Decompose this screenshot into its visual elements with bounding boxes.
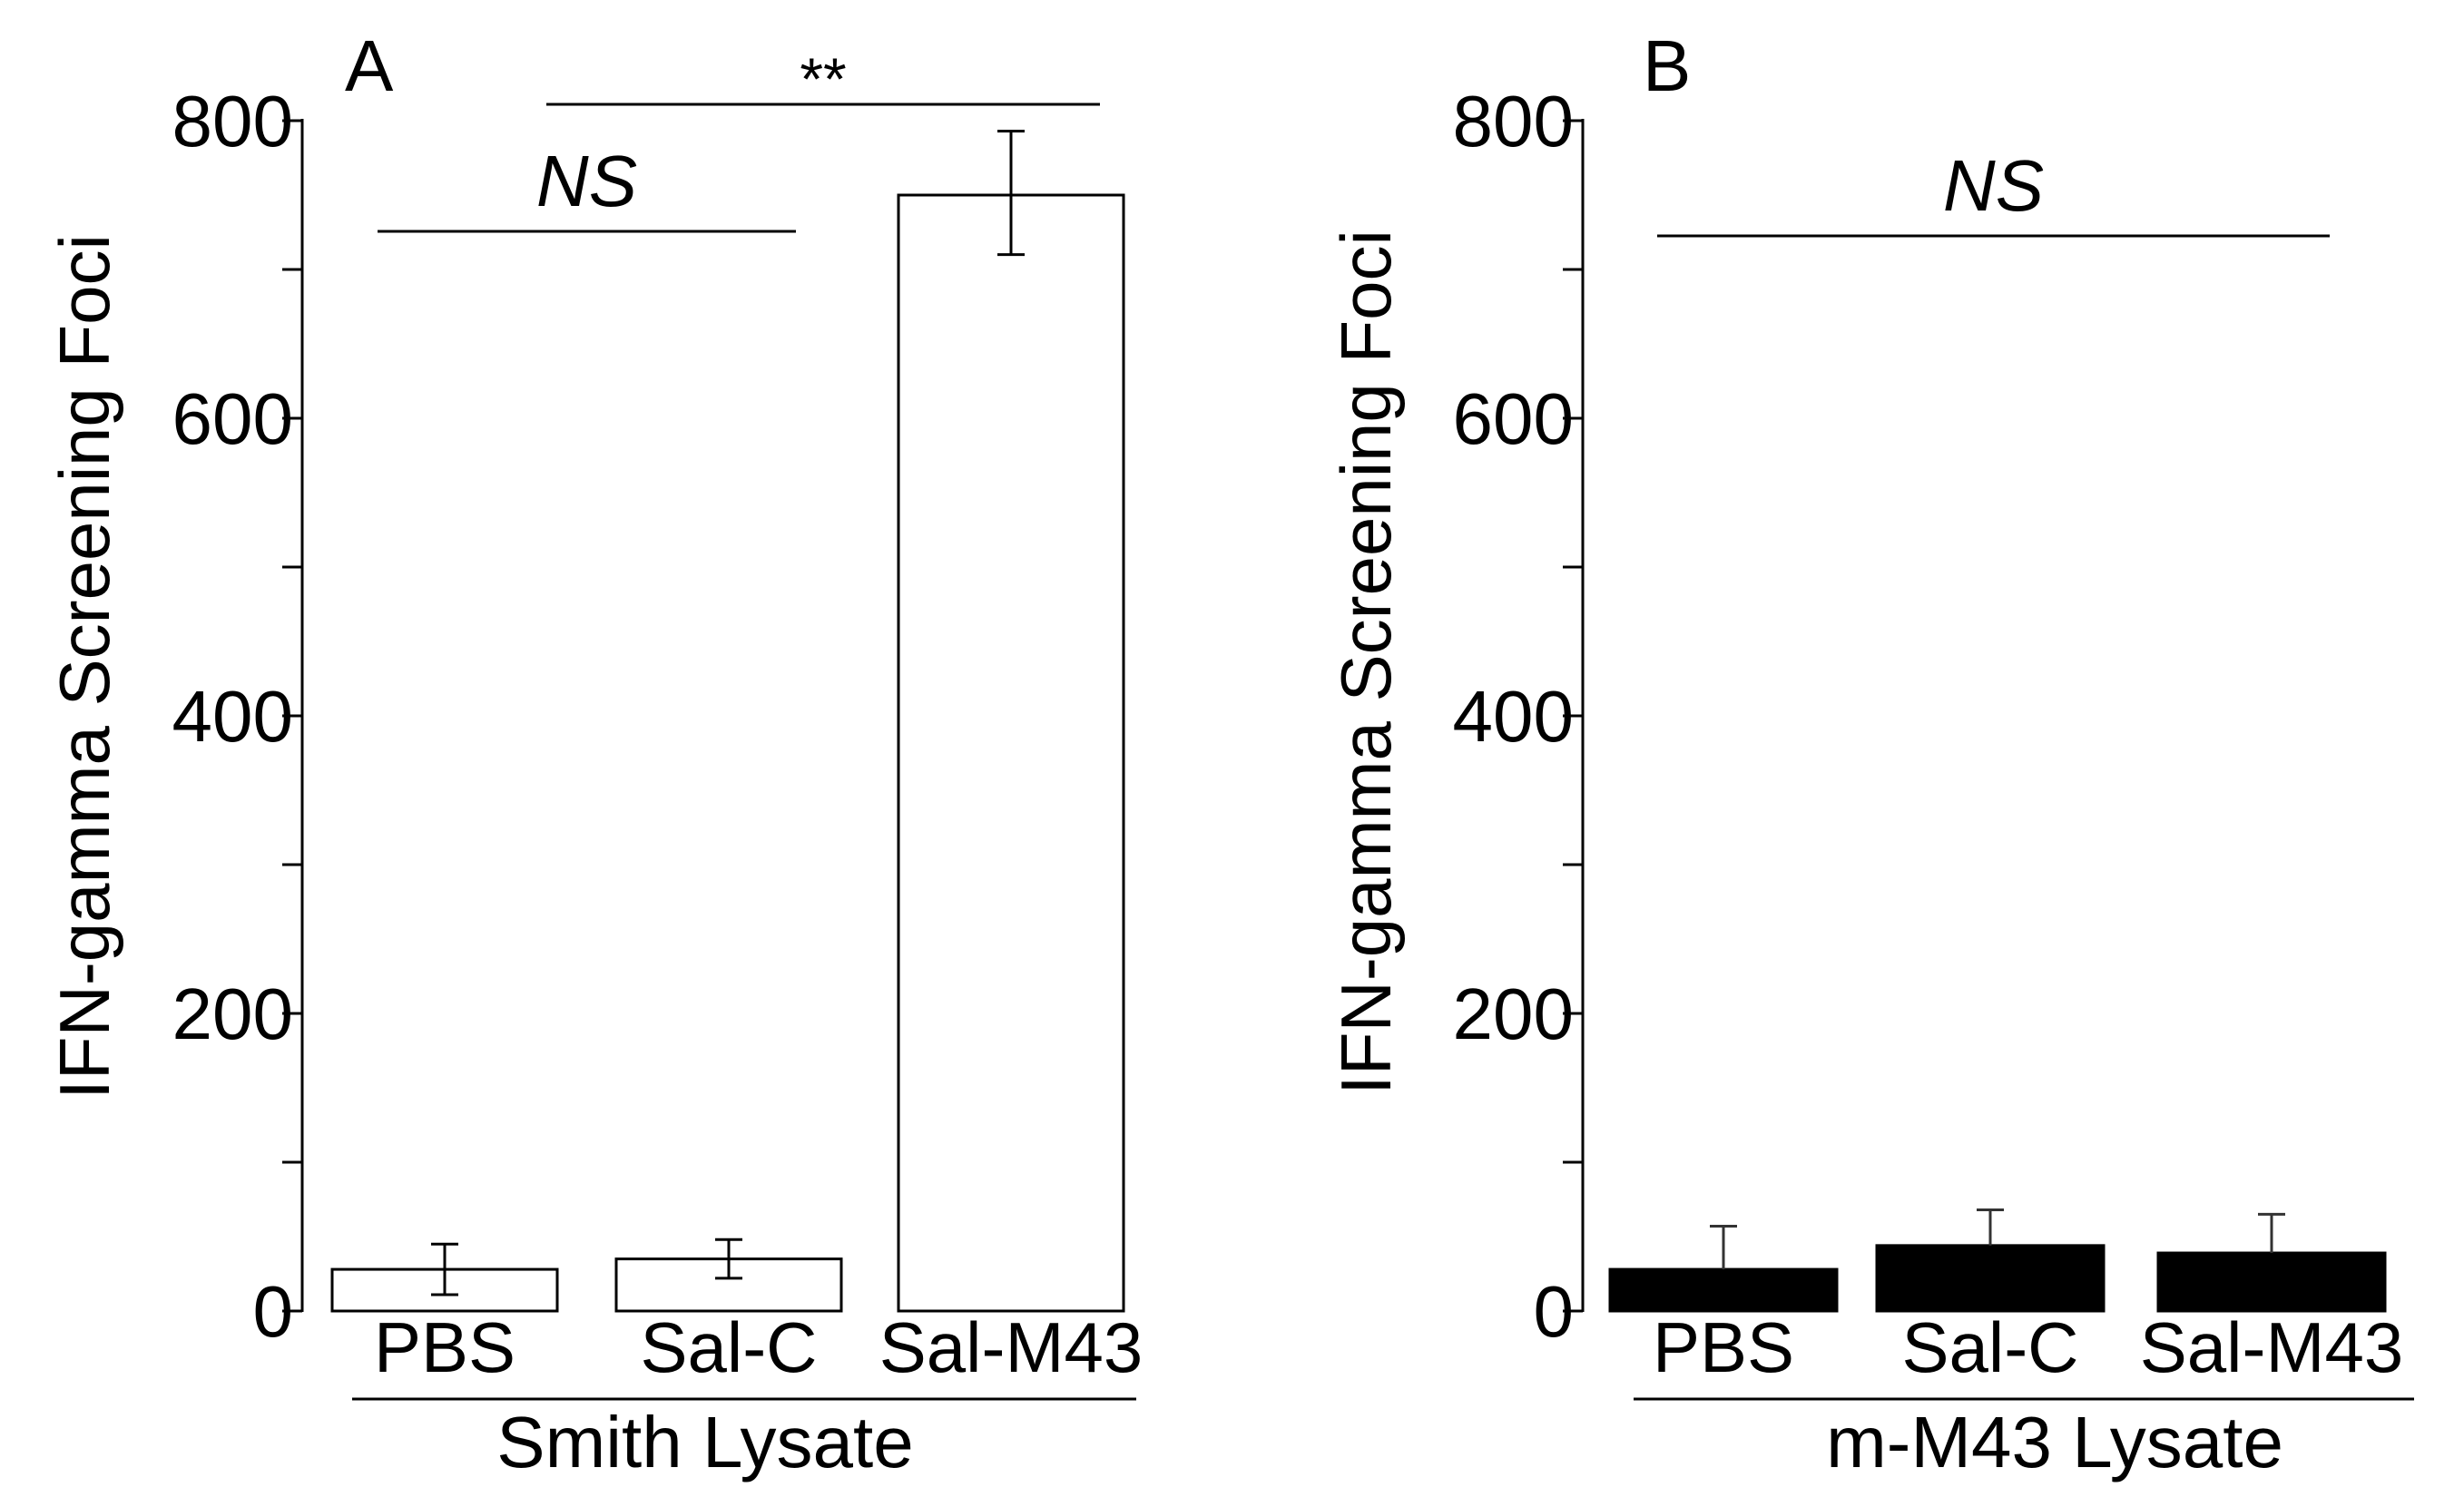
y-tick-label: 800 (172, 81, 293, 161)
y-tick-label: 200 (1453, 974, 1574, 1054)
x-axis-label: Smith Lysate (496, 1402, 913, 1482)
y-tick-label: 600 (1453, 378, 1574, 459)
panel-a: 0 200 400 600 800 IFN-gamma Screening Foci A PB… (44, 25, 1143, 1482)
bar (614, 1257, 843, 1313)
panel-label: A (345, 25, 394, 106)
significance-label: NS (1943, 145, 2044, 226)
y-tick-label: 800 (1453, 81, 1574, 161)
y-tick-label: 600 (172, 378, 293, 459)
significance-label: ** (800, 45, 846, 113)
panel-b: 0 200 400 600 800 IFN-gamma Screening Foci B PB… (1326, 25, 2414, 1482)
x-axis-label: m-M43 Lysate (1826, 1402, 2283, 1482)
significance-label: NS (536, 141, 637, 221)
bar (1875, 1244, 2106, 1313)
panel-label: B (1643, 25, 1691, 106)
y-tick-label: 400 (172, 676, 293, 757)
y-tick-label: 0 (1534, 1271, 1575, 1352)
category-label: Sal-M43 (2140, 1307, 2403, 1387)
y-tick-label: 400 (1453, 676, 1574, 757)
bar (1608, 1267, 1839, 1313)
category-label: Sal-C (640, 1307, 817, 1387)
y-axis-label: IFN-gamma Screening Foci (44, 234, 124, 1100)
category-label: Sal-M43 (879, 1307, 1143, 1387)
y-tick-label: 200 (172, 974, 293, 1054)
category-label: PBS (1653, 1307, 1794, 1387)
y-axis-label: IFN-gamma Screening Foci (1326, 230, 1406, 1095)
bar (897, 193, 1125, 1313)
y-tick-label: 0 (253, 1271, 294, 1352)
category-label: PBS (374, 1307, 515, 1387)
bar (2156, 1251, 2387, 1313)
category-label: Sal-C (1901, 1307, 2078, 1387)
